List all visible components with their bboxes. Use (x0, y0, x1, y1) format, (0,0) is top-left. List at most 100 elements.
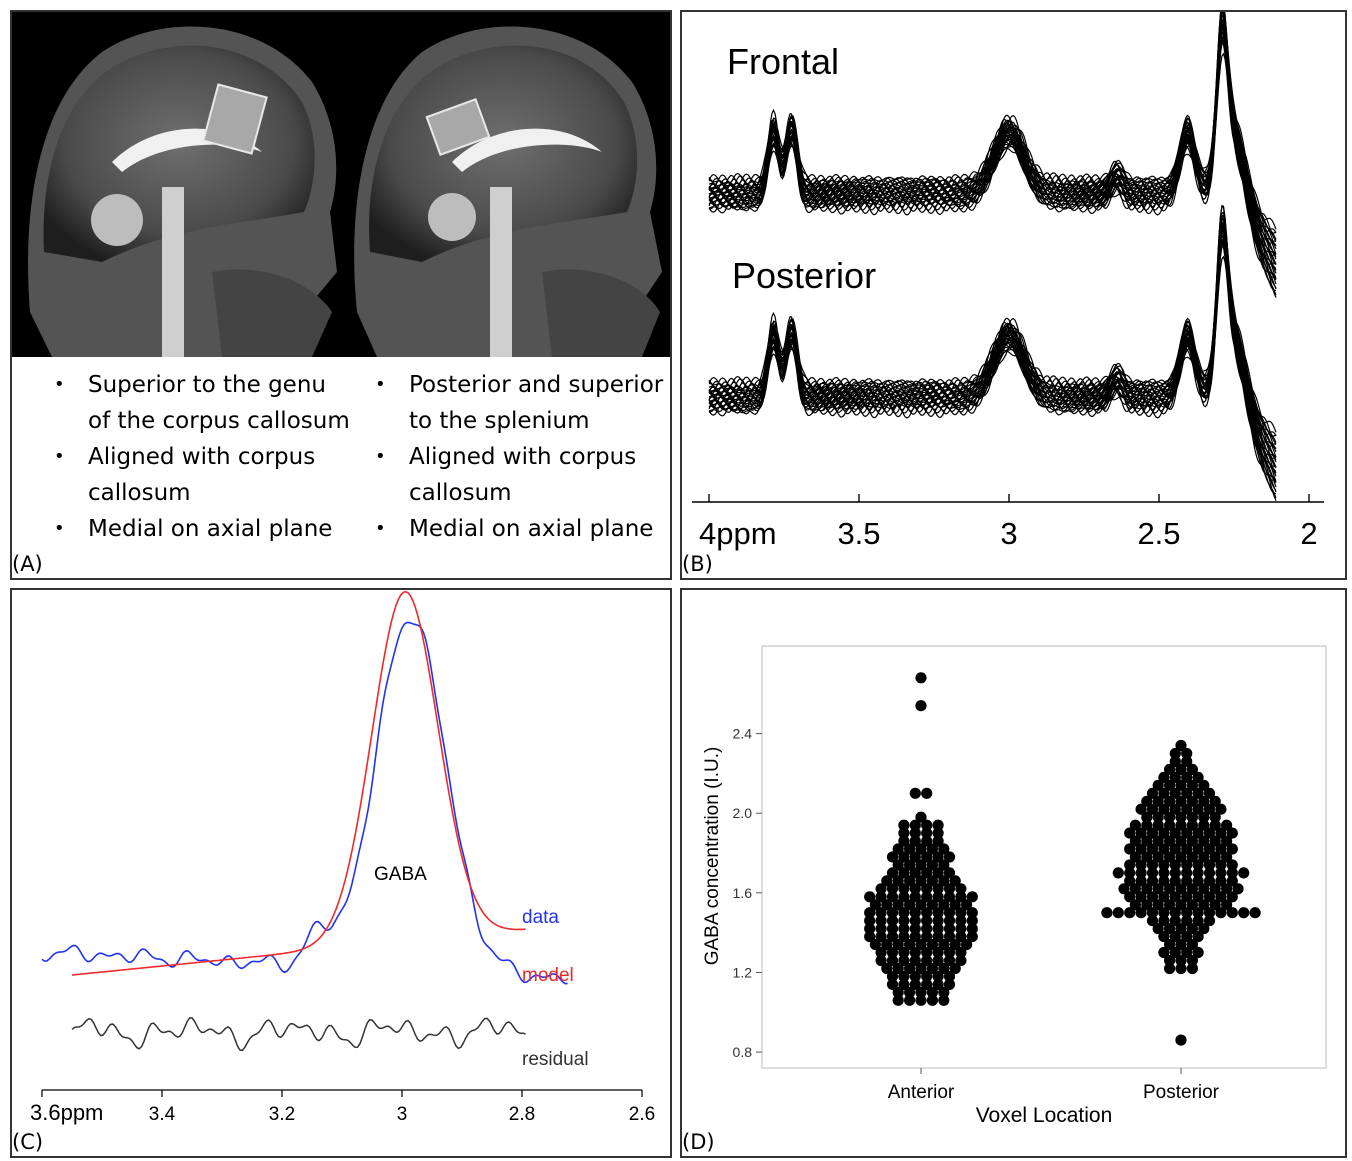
data-point (1175, 899, 1187, 911)
data-point (1129, 819, 1141, 831)
data-point (932, 827, 944, 839)
data-point (886, 923, 899, 935)
data-point (1146, 907, 1159, 919)
x-tick-label: 3.2 (269, 1104, 295, 1125)
data-point (966, 891, 978, 903)
data-point (1203, 891, 1216, 903)
data-point (1186, 962, 1198, 975)
data-point (1158, 843, 1170, 855)
data-point (875, 891, 887, 903)
data-point (938, 843, 950, 855)
x-tick-label: 2.5 (1137, 516, 1180, 551)
data-point (1175, 811, 1187, 823)
data-point (961, 899, 973, 911)
data-point (915, 672, 927, 684)
spectrum-line (708, 12, 1277, 234)
data-point (1164, 779, 1176, 791)
data-point (1169, 771, 1181, 783)
data-point (926, 843, 938, 855)
spectrum-line (708, 12, 1277, 245)
data-point (938, 939, 950, 951)
data-point (909, 907, 921, 919)
data-point (932, 867, 944, 879)
data-point (1209, 835, 1221, 847)
data-point (1135, 875, 1147, 887)
dots-series (864, 672, 1261, 1046)
data-point (1192, 907, 1204, 919)
y-tick-label: 2.4 (733, 726, 753, 742)
data-point (886, 946, 899, 959)
data-point (1158, 787, 1170, 799)
data-point (1181, 843, 1193, 855)
data-point (1249, 907, 1261, 919)
data-point (904, 962, 916, 975)
dot-plot-chart: 0.8 1.2 1.6 2.0 2.4 Anterior Posterior Voxel … (702, 645, 1327, 1127)
data-point (1226, 859, 1238, 871)
data-point (1129, 899, 1141, 911)
data-point (909, 851, 921, 863)
spectrum-line (708, 236, 1277, 501)
data-point (1169, 931, 1181, 943)
data-point (1181, 771, 1193, 783)
data-point (1192, 931, 1204, 943)
data-point (1192, 867, 1204, 879)
data-point (921, 915, 933, 927)
data-point (892, 962, 904, 975)
data-point (1169, 875, 1181, 887)
data-point (915, 859, 927, 871)
data-point (943, 970, 956, 982)
data-point (1215, 843, 1227, 855)
data-point (892, 939, 904, 951)
data-point (943, 851, 956, 863)
data-point (898, 923, 910, 935)
data-point (966, 923, 978, 935)
data-point (898, 851, 910, 863)
plot-area (761, 645, 1327, 1069)
data-point (1124, 907, 1136, 919)
data-point (932, 954, 944, 967)
data-point (1141, 883, 1153, 895)
x-category-label: Anterior (888, 1082, 955, 1103)
data-point (1146, 827, 1159, 839)
data-point (915, 700, 927, 712)
posterior-label: Posterior (732, 255, 876, 296)
data-point (869, 939, 881, 951)
data-point (1135, 843, 1147, 855)
data-point (881, 899, 893, 911)
legend-model-label: model (522, 965, 574, 986)
data-point (1175, 819, 1187, 831)
data-point (898, 954, 910, 967)
data-point (1203, 907, 1216, 919)
data-point (1226, 867, 1238, 879)
data-point (1215, 891, 1227, 903)
data-point (1181, 827, 1193, 839)
data-point (886, 970, 899, 982)
panel-label-b: (B) (682, 552, 713, 576)
data-point (886, 883, 899, 895)
data-point (1158, 931, 1170, 943)
data-point (949, 962, 961, 975)
data-point (938, 986, 950, 998)
data-point (904, 986, 916, 998)
data-point (932, 891, 944, 903)
data-point (909, 835, 921, 847)
data-point (1164, 795, 1176, 807)
data-point (1221, 835, 1233, 847)
data-point (1209, 851, 1221, 863)
data-point (1146, 803, 1159, 815)
data-point (1169, 843, 1181, 855)
data-point (1175, 851, 1187, 863)
legend-data-label: data (522, 907, 559, 928)
data-point (1198, 899, 1210, 911)
data-point (943, 931, 956, 943)
data-point (892, 986, 904, 998)
data-point (1175, 739, 1187, 752)
bullet-item: Superior to the genu of the corpus callo… (54, 367, 354, 439)
data-point (1203, 803, 1216, 815)
data-point (1112, 907, 1124, 919)
data-point (1181, 907, 1193, 919)
data-point (909, 883, 921, 895)
data-point (1169, 891, 1181, 903)
data-point (1175, 795, 1187, 807)
panel-label-c: (C) (12, 1130, 44, 1154)
